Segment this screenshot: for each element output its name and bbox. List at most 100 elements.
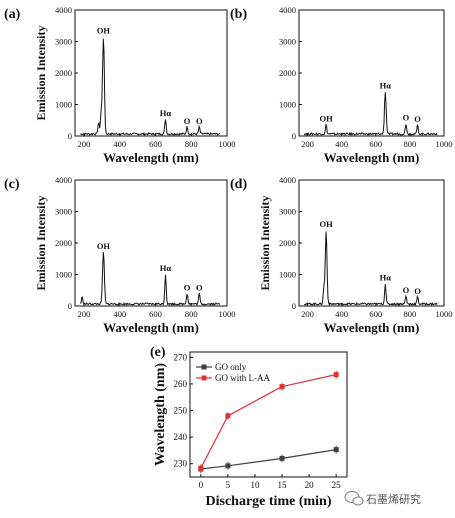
x-tick-label: 1000 (436, 139, 453, 149)
y-tick-label: 4000 (279, 5, 296, 15)
y-tick-label: 2000 (279, 68, 296, 78)
y-axis-label: Emission Intensity (258, 195, 272, 290)
y-tick-label: 1000 (55, 270, 72, 280)
data-point (279, 384, 285, 390)
panel-d: (d) 200 400 600 800 1000 0 1000 2000 3000 4000 Wave… (230, 175, 453, 335)
data-point (225, 463, 231, 469)
peak-label: OH (320, 114, 334, 124)
peak-label: O (403, 113, 410, 123)
plot-frame (189, 351, 348, 478)
peak-label: O (184, 116, 191, 126)
x-tick-label: 600 (149, 309, 162, 319)
x-tick-label: 400 (335, 139, 348, 149)
y-tick-label: 0 (68, 301, 72, 311)
peak-label: OH (320, 219, 334, 229)
y-tick-label: 0 (292, 301, 296, 311)
legend-label: GO only (215, 362, 247, 372)
peak-label: O (184, 283, 191, 293)
legend-label: GO with L-AA (215, 373, 270, 383)
plot-frame (298, 179, 445, 307)
y-tick-label: 1000 (279, 270, 296, 280)
panel-label: (e) (150, 345, 166, 360)
peak-label: O (196, 283, 203, 293)
peak-label: OH (97, 25, 111, 35)
x-tick-label: 600 (149, 139, 162, 149)
y-tick-label: 230 (174, 459, 188, 469)
x-axis-label: Discharge time (min) (206, 494, 332, 509)
y-tick-label: 4000 (279, 175, 296, 185)
x-axis-label: Wavelength (nm) (324, 320, 420, 335)
peak-label: O (414, 114, 421, 124)
data-point (279, 455, 285, 461)
peak-label: Hα (160, 263, 172, 273)
panel-label: (c) (4, 177, 20, 192)
y-tick-label: 270 (174, 352, 188, 362)
x-tick-label: 25 (332, 480, 342, 490)
y-tick-label: 2000 (279, 238, 296, 248)
y-axis-label: Emission Intensity (34, 195, 48, 290)
x-axis-label: Wavelength (nm) (324, 150, 420, 165)
legend-marker (201, 364, 207, 370)
x-tick-label: 400 (113, 139, 126, 149)
wechat-icon (344, 491, 364, 506)
x-tick-label: 200 (78, 309, 91, 319)
peak-label: O (403, 285, 410, 295)
peak-label: Hα (160, 108, 172, 118)
y-axis-label: Emission Intensity (34, 25, 48, 120)
x-tick-label: 5 (226, 480, 231, 490)
x-tick-label: 200 (78, 139, 91, 149)
watermark: 石墨烯研究 (344, 491, 421, 506)
x-tick-label: 10 (250, 480, 260, 490)
x-tick-label: 20 (305, 480, 315, 490)
x-tick-label: 400 (335, 309, 348, 319)
legend-marker (201, 375, 207, 381)
y-tick-label: 250 (174, 406, 188, 416)
y-tick-label: 240 (174, 432, 188, 442)
y-tick-label: 3000 (55, 37, 72, 47)
x-tick-label: 800 (185, 139, 198, 149)
y-tick-label: 0 (292, 131, 296, 141)
x-tick-label: 1000 (219, 309, 236, 319)
peak-label: Hα (380, 80, 392, 90)
y-tick-label: 0 (68, 131, 72, 141)
data-point (225, 413, 231, 419)
y-tick-label: 3000 (279, 207, 296, 217)
peak-label: OH (97, 241, 111, 251)
data-point (198, 465, 204, 471)
panel-b: (b) 200 400 600 800 1000 0 1000 2000 3000 4000 Wave… (230, 5, 453, 165)
y-tick-label: 4000 (55, 5, 72, 15)
series-line (200, 374, 337, 469)
watermark-text: 石墨烯研究 (366, 492, 421, 506)
x-tick-label: 0 (199, 480, 204, 490)
x-tick-label: 800 (185, 309, 198, 319)
x-tick-label: 15 (278, 480, 288, 490)
panel-e: (e) 0 5 10 15 20 25 230 240 250 260 270 Discharge ti… (150, 345, 348, 509)
x-tick-label: 200 (301, 309, 314, 319)
y-tick-label: 2000 (55, 68, 72, 78)
y-tick-label: 1000 (55, 100, 72, 110)
panel-c: (c) 200 400 600 800 1000 0 1000 2000 3000 4000 Wave… (4, 175, 236, 335)
panel-label: (a) (4, 7, 21, 22)
emission-spectrum-line (79, 252, 221, 307)
data-point (333, 447, 339, 453)
x-tick-label: 600 (369, 139, 382, 149)
data-point (333, 372, 339, 378)
x-tick-label: 1000 (436, 309, 453, 319)
x-tick-label: 1000 (219, 139, 236, 149)
x-tick-label: 400 (113, 309, 126, 319)
y-tick-label: 4000 (55, 175, 72, 185)
panel-label: (b) (230, 7, 247, 22)
series-line (200, 449, 337, 470)
panel-label: (d) (230, 177, 247, 192)
x-axis-label: Wavelength (nm) (103, 150, 199, 165)
y-tick-label: 1000 (279, 100, 296, 110)
peak-label: O (196, 116, 203, 126)
y-tick-label: 260 (174, 379, 188, 389)
y-axis-label: Wavelength (nm) (153, 363, 168, 466)
peak-label: Hα (380, 273, 392, 283)
peak-label: O (414, 286, 421, 296)
x-tick-label: 800 (404, 139, 417, 149)
x-tick-label: 800 (404, 309, 417, 319)
y-tick-label: 2000 (55, 238, 72, 248)
